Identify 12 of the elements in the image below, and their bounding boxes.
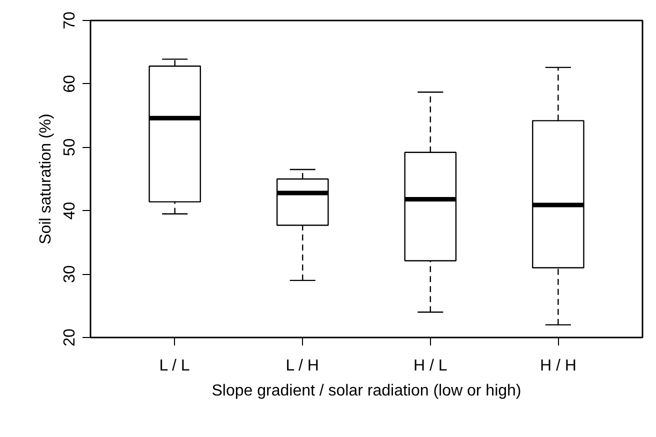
y-tick-label: 40 — [62, 202, 78, 220]
y-axis-title: Soil saturation (%) — [38, 114, 54, 244]
y-tick-label: 20 — [62, 328, 78, 346]
y-tick-label: 60 — [62, 74, 78, 93]
y-tick-label: 70 — [62, 12, 78, 30]
x-tick-label: H / L — [413, 358, 448, 374]
x-axis-title: Slope gradient / solar radiation (low or high) — [212, 382, 522, 400]
y-tick-label: 50 — [62, 138, 78, 156]
x-tick-label: L / L — [159, 358, 190, 374]
x-tick-label: H / H — [540, 358, 576, 374]
x-tick-label: L / H — [286, 358, 319, 374]
y-tick-label: 30 — [62, 265, 78, 283]
